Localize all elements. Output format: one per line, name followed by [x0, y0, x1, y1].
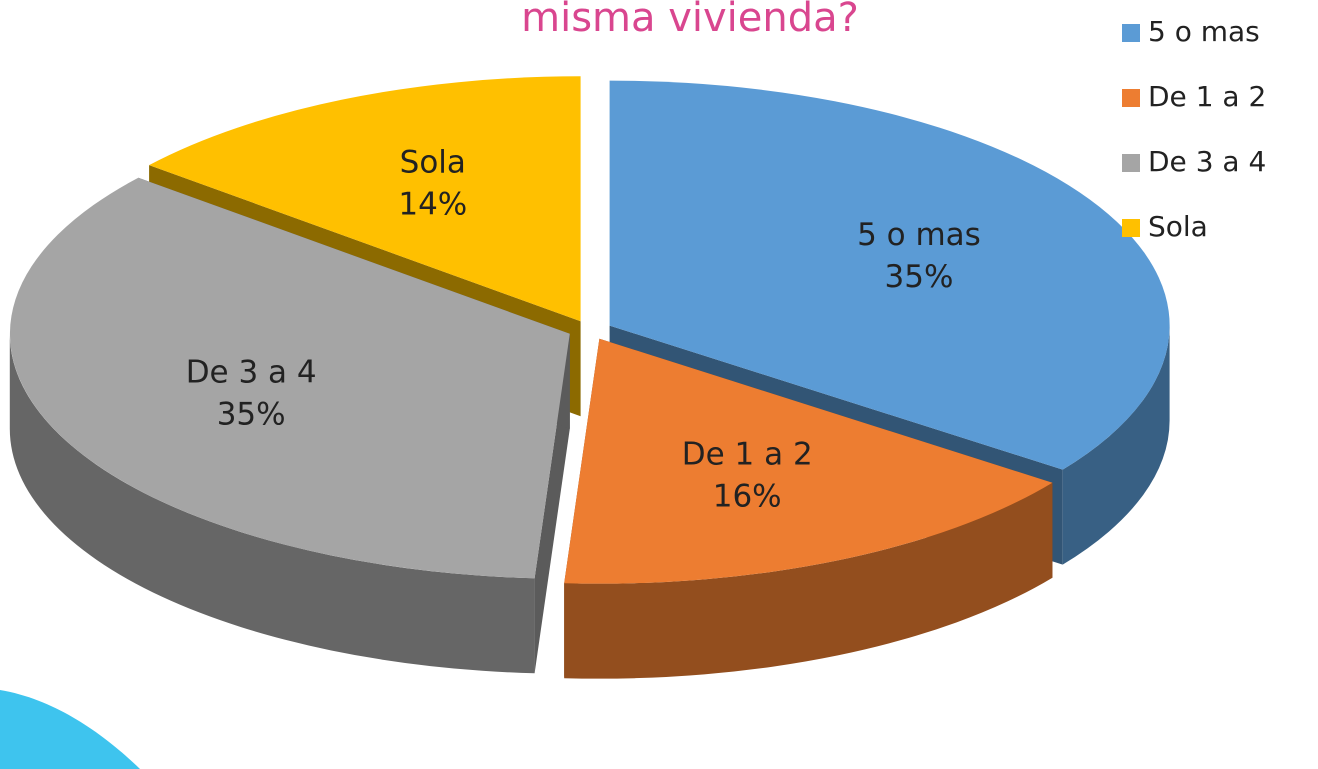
data-label: 35% — [885, 259, 954, 295]
legend-swatch — [1122, 24, 1140, 42]
legend-swatch — [1122, 89, 1140, 107]
pie: 5 o mas 35% De 1 a 2 16% De 3 a 4 35% Sola 14% — [9, 76, 1170, 679]
slice-side — [9, 333, 535, 674]
data-label-name: Sola — [400, 144, 466, 180]
legend-swatch — [1122, 219, 1140, 237]
slice — [149, 76, 581, 322]
legend-swatch — [1122, 154, 1140, 172]
legend-label: De 1 a 2 — [1148, 80, 1266, 113]
data-label-name: 5 o mas — [857, 217, 981, 253]
slice — [564, 338, 1053, 584]
data-label: 35% — [217, 397, 286, 433]
decoration — [0, 690, 140, 769]
slice — [9, 177, 570, 579]
data-label: 16% — [713, 479, 782, 515]
legend-label: De 3 a 4 — [1148, 145, 1266, 178]
data-label-name: De 1 a 2 — [682, 437, 813, 473]
data-label-name: De 3 a 4 — [186, 355, 317, 391]
slice-side — [1062, 325, 1170, 565]
slice — [609, 80, 1170, 470]
legend-label: Sola — [1148, 210, 1208, 243]
chart-title: misma vivienda? — [521, 0, 859, 41]
legend-label: 5 o mas — [1148, 15, 1260, 48]
slice-side — [564, 482, 1053, 679]
data-label: 14% — [398, 186, 467, 222]
legend: 5 o mas De 1 a 2 De 3 a 4 Sola — [1122, 15, 1266, 243]
